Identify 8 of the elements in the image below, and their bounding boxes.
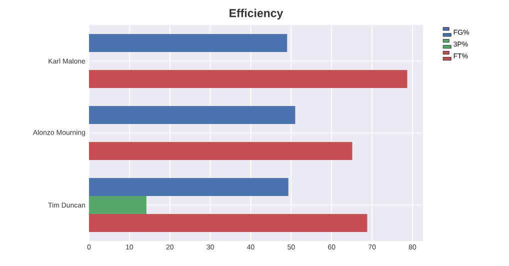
bar (89, 106, 296, 124)
bar (89, 214, 368, 232)
bar (89, 178, 288, 196)
bar (89, 70, 408, 88)
chart-title: Efficiency (230, 8, 284, 20)
bar (89, 142, 352, 160)
bar (89, 34, 288, 52)
bar (89, 196, 146, 214)
